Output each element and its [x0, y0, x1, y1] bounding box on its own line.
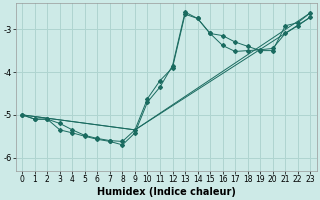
X-axis label: Humidex (Indice chaleur): Humidex (Indice chaleur): [97, 187, 236, 197]
